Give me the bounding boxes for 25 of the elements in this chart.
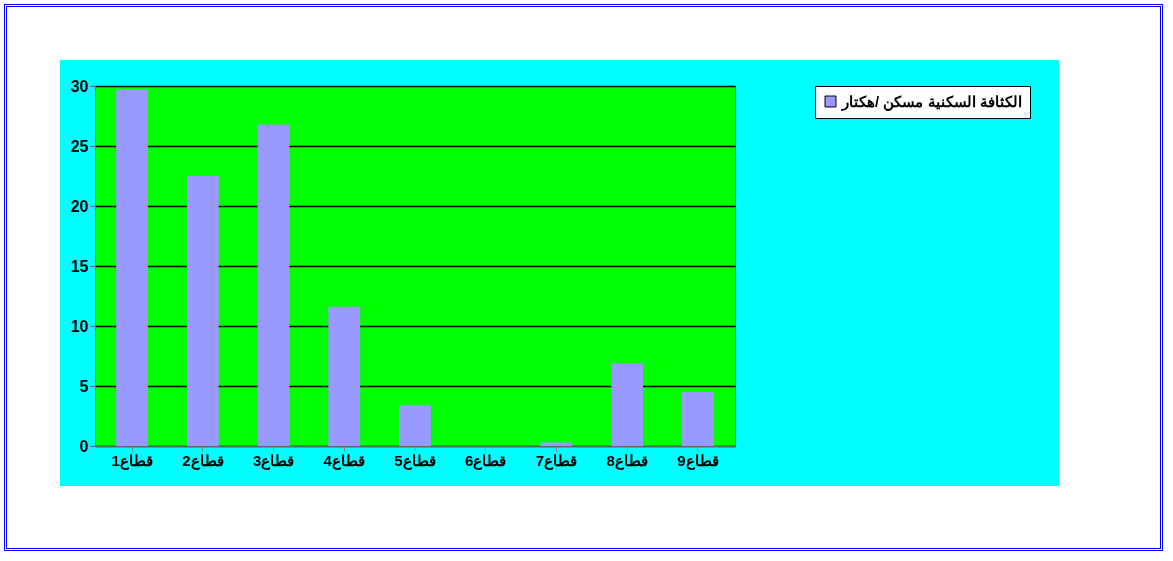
x-tick-label: قطاع9 [677, 451, 719, 470]
bar [116, 89, 149, 446]
x-tick-label: قطاع3 [252, 451, 295, 470]
x-tick-label: قطاع1 [111, 451, 153, 470]
x-tick-label: قطاع4 [323, 451, 365, 470]
x-tick-label: قطاع6 [465, 451, 507, 470]
x-tick-label: قطاع8 [606, 451, 648, 470]
bar [186, 176, 219, 446]
y-tick-label: 10 [70, 317, 89, 335]
bar [611, 363, 644, 446]
bar [681, 392, 714, 446]
legend-label: الكثافة السكنية مسكن /هكتار [841, 92, 1022, 111]
bar [399, 405, 431, 446]
x-tick-label: قطاع7 [535, 451, 578, 470]
y-tick-label: 20 [70, 197, 89, 215]
y-tick-label: 0 [79, 437, 89, 455]
x-tick-label: قطاع2 [182, 451, 224, 470]
x-tick-label: قطاع5 [394, 451, 436, 470]
y-tick-label: 30 [70, 77, 89, 95]
y-tick-label: 25 [70, 137, 89, 155]
bar [328, 306, 361, 446]
bar [257, 124, 290, 446]
y-tick-label: 5 [79, 377, 89, 395]
y-tick-label: 15 [70, 257, 89, 275]
bar [540, 442, 573, 446]
